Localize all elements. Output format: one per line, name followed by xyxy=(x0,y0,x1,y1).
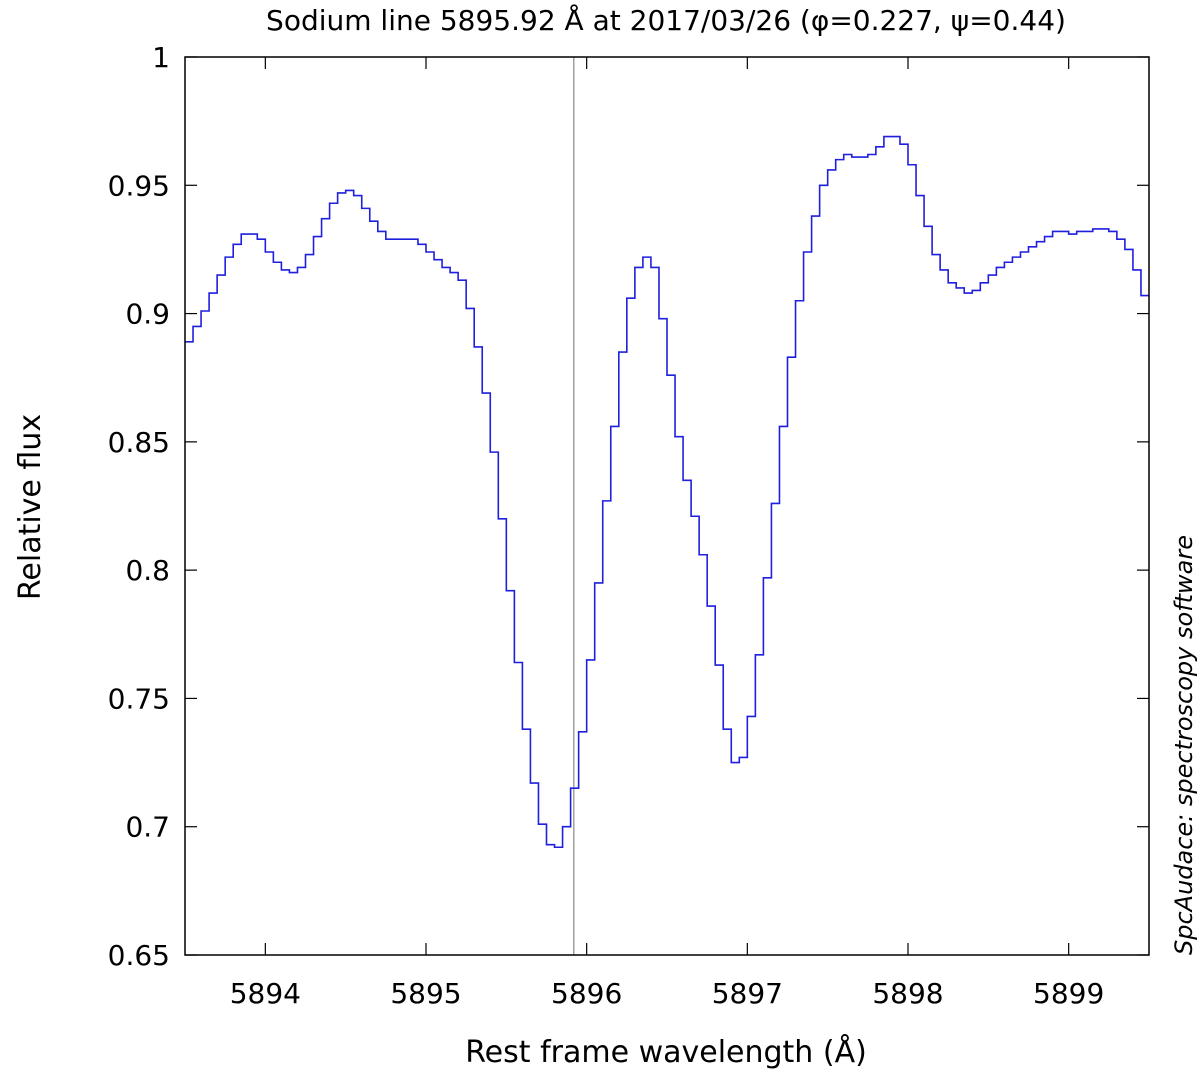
x-tick-label: 5895 xyxy=(390,977,461,1010)
x-tick-label: 5894 xyxy=(230,977,301,1010)
x-axis-label: Rest frame wavelength (Å) xyxy=(465,1034,867,1070)
software-credit: SpcAudace: spectroscopy software xyxy=(1170,535,1198,955)
y-axis-ticks: 0.65 0.7 0.75 0.8 0.85 0.9 0.95 1 xyxy=(108,41,1149,972)
plot-area: 0.650.70.750.80.850.90.951 5894 5895 5896 5… xyxy=(108,41,1150,1010)
y-tick-label: 0.75 xyxy=(108,682,170,715)
y-tick-label: 0.95 xyxy=(108,169,170,202)
x-tick-label: 5897 xyxy=(712,977,783,1010)
x-tick-label: 5899 xyxy=(1033,977,1104,1010)
chart-title: Sodium line 5895.92 Å at 2017/03/26 (φ=0… xyxy=(266,3,1066,37)
y-tick-label: 1 xyxy=(152,41,170,74)
y-tick-label: 0.7 xyxy=(125,811,170,844)
spectrum-series-line xyxy=(185,135,1149,849)
y-tick-label: 0.65 xyxy=(108,939,170,972)
y-tick-label: 0.9 xyxy=(125,298,170,331)
plot-frame xyxy=(184,56,1150,956)
y-tick-label: 0.85 xyxy=(108,426,170,459)
x-tick-label: 5896 xyxy=(551,977,622,1010)
y-axis-label: Relative flux xyxy=(13,414,48,600)
x-tick-label: 5898 xyxy=(872,977,943,1010)
y-tick-label: 0.8 xyxy=(125,554,170,587)
x-axis-ticks: 5894 5895 5896 5897 5898 5899 xyxy=(230,57,1104,1010)
